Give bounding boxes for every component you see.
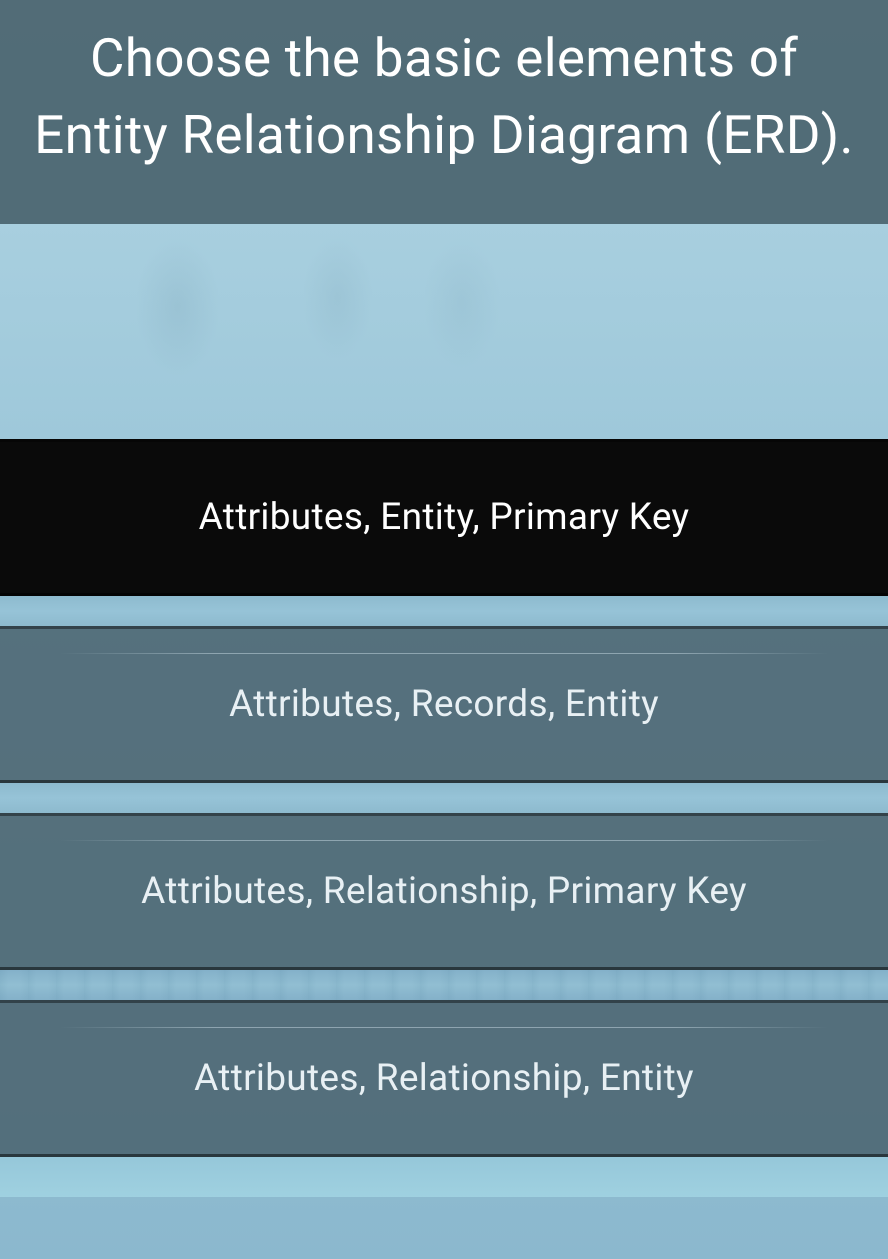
option-2[interactable]: Attributes, Records, Entity bbox=[0, 626, 888, 783]
option-4[interactable]: Attributes, Relationship, Entity bbox=[0, 1000, 888, 1157]
option-divider bbox=[0, 783, 888, 813]
option-4-label: Attributes, Relationship, Entity bbox=[194, 1057, 694, 1100]
option-3[interactable]: Attributes, Relationship, Primary Key bbox=[0, 813, 888, 970]
question-title: Choose the basic elements of Entity Rela… bbox=[20, 20, 868, 174]
question-header: Choose the basic elements of Entity Rela… bbox=[0, 0, 888, 224]
option-2-label: Attributes, Records, Entity bbox=[229, 683, 659, 726]
bottom-spacer bbox=[0, 1157, 888, 1197]
option-divider bbox=[0, 970, 888, 1000]
option-1-label: Attributes, Entity, Primary Key bbox=[199, 496, 690, 539]
options-list: Attributes, Entity, Primary Key Attribut… bbox=[0, 439, 888, 1157]
option-divider bbox=[0, 596, 888, 626]
content-spacer bbox=[0, 224, 888, 439]
option-1[interactable]: Attributes, Entity, Primary Key bbox=[0, 439, 888, 596]
option-3-label: Attributes, Relationship, Primary Key bbox=[141, 870, 747, 913]
